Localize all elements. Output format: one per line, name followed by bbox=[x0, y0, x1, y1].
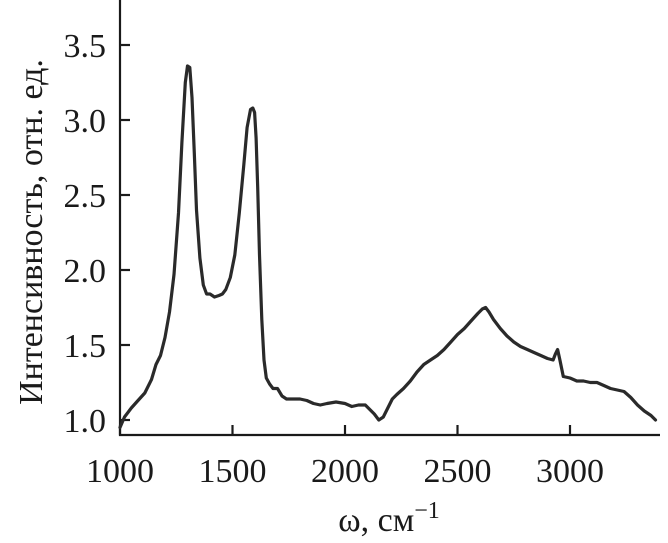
y-tick-label: 3.5 bbox=[64, 28, 107, 65]
series bbox=[118, 64, 658, 430]
x-axis-title-text: ω, см bbox=[338, 502, 414, 539]
y-tick-label: 3.0 bbox=[64, 103, 107, 140]
y-tick-label: 2.5 bbox=[64, 178, 107, 215]
y-tick-label: 2.0 bbox=[64, 253, 107, 290]
y-axis-title: Интенсивность, отн. ед. bbox=[13, 59, 50, 405]
x-axis-title: ω, см−1 bbox=[338, 498, 440, 539]
x-tick-label: 2500 bbox=[424, 453, 492, 490]
axis-frame bbox=[118, 0, 660, 437]
x-axis-title-superscript: −1 bbox=[414, 498, 440, 524]
x-tick-label: 2000 bbox=[311, 453, 379, 490]
ticks: 1000 1500 2000 2500 3000 1.0 1.5 2.0 2.5 3.0 3.5 bbox=[64, 28, 605, 490]
x-tick-label: 3000 bbox=[536, 453, 604, 490]
y-tick-label: 1.5 bbox=[64, 328, 107, 365]
y-tick-label: 1.0 bbox=[64, 403, 107, 440]
x-tick-label: 1500 bbox=[199, 453, 267, 490]
x-tick-label: 1000 bbox=[86, 453, 154, 490]
spectrum-line bbox=[118, 64, 658, 430]
axes bbox=[118, 0, 660, 437]
